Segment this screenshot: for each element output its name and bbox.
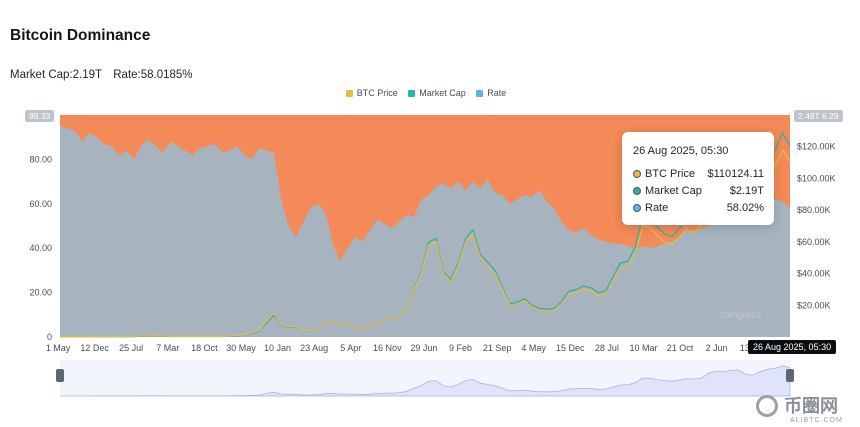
x-axis-tick: 30 May — [226, 343, 256, 353]
x-axis-tick: 29 Jun — [410, 343, 437, 353]
right-axis-tick: $100.00K — [797, 173, 836, 183]
left-axis-tick: 80.00 — [29, 154, 52, 164]
navigator-handle-right — [786, 369, 794, 382]
tooltip-row-btc-price: BTC Price $110124.11 — [633, 168, 764, 180]
x-axis-tick: 21 Oct — [667, 343, 694, 353]
legend-swatch — [345, 89, 353, 97]
legend-label: BTC Price — [356, 88, 398, 98]
right-axis-max-badge: 2.48T 6.29 — [794, 110, 843, 122]
navigator-handle-left — [56, 369, 64, 382]
legend-swatch — [476, 89, 484, 97]
left-axis-tick: 20.00 — [29, 288, 52, 298]
summary-stats: Market Cap:2.19T Rate:58.0185% — [10, 69, 201, 81]
tooltip-label: Rate — [645, 202, 669, 214]
tooltip-dot — [633, 187, 641, 195]
legend-label: Market Cap — [419, 88, 466, 98]
x-axis-tick: 28 Jul — [595, 343, 619, 353]
tooltip-row-rate: Rate 58.02% — [633, 202, 764, 214]
x-axis-tick: 12 Dec — [80, 343, 109, 353]
legend-swatch — [408, 89, 416, 97]
x-axis-tick: 15 Dec — [556, 343, 585, 353]
btc-price-line — [60, 148, 791, 338]
tooltip-value: $110124.11 — [707, 168, 764, 180]
tooltip-value: $2.19T — [729, 185, 764, 197]
x-axis-tick: 16 Nov — [373, 343, 402, 353]
x-axis-tick: 1 May — [46, 343, 71, 353]
legend-item-rate[interactable]: Rate — [476, 88, 506, 98]
dominance-area — [60, 126, 790, 337]
x-axis-tick: 10 Jan — [264, 343, 291, 353]
tooltip-dot — [633, 170, 641, 178]
tooltip-dot — [633, 204, 641, 212]
left-axis-tick: 40.00 — [29, 243, 52, 253]
chart-tooltip: 26 Aug 2025, 05:30 BTC Price $110124.11 … — [622, 132, 774, 225]
coinglass-watermark: coinglass — [719, 310, 761, 321]
navigator-series — [60, 365, 791, 397]
legend-label: Rate — [487, 88, 507, 98]
x-axis-tick: 9 Feb — [449, 343, 472, 353]
left-axis-tick: 60.00 — [29, 199, 52, 209]
tooltip-label: Market Cap — [645, 185, 702, 197]
x-axis-tick: 7 Mar — [156, 343, 179, 353]
chart-legend: BTC Price Market Cap Rate — [0, 88, 860, 99]
tooltip-label: BTC Price — [645, 168, 696, 180]
logo-text: 币圈网 — [784, 396, 838, 416]
logo-ring-icon — [756, 395, 778, 417]
x-axis-tick: 2 Jun — [706, 343, 728, 353]
x-axis-tick: 10 Mar — [629, 343, 657, 353]
right-axis-tick: $20.00K — [797, 300, 831, 310]
tooltip-date: 26 Aug 2025, 05:30 — [633, 145, 729, 157]
x-axis-tick: 5 Apr — [340, 343, 361, 353]
page-title: Bitcoin Dominance — [10, 27, 151, 44]
market-cap-stat: Market Cap:2.19T — [10, 69, 103, 81]
legend-item-btc-price[interactable]: BTC Price — [345, 88, 398, 98]
site-logo: 币圈网 ALIBTC.COM — [756, 395, 842, 424]
tooltip-value: 58.02% — [726, 202, 764, 214]
left-axis-tick: 0 — [47, 332, 52, 342]
legend-item-market-cap[interactable]: Market Cap — [408, 88, 466, 98]
crosshair-date-badge: 26 Aug 2025, 05:30 — [748, 340, 837, 354]
x-axis-tick: 4 May — [521, 343, 546, 353]
x-axis-tick: 21 Sep — [483, 343, 512, 353]
x-axis-tick: 25 Jul — [119, 343, 143, 353]
logo-subtext: ALIBTC.COM — [790, 417, 843, 424]
x-axis-tick: 23 Aug — [300, 343, 328, 353]
right-axis-tick: $40.00K — [797, 269, 831, 279]
right-axis-tick: $80.00K — [797, 205, 831, 215]
tooltip-row-market-cap: Market Cap $2.19T — [633, 185, 764, 197]
right-axis-tick: $120.00K — [797, 142, 836, 152]
x-axis-tick: 18 Oct — [191, 343, 218, 353]
right-axis-tick: $60.00K — [797, 237, 831, 247]
left-axis-max-badge: 99.33 — [25, 110, 55, 122]
rate-stat: Rate:58.0185% — [113, 69, 193, 81]
